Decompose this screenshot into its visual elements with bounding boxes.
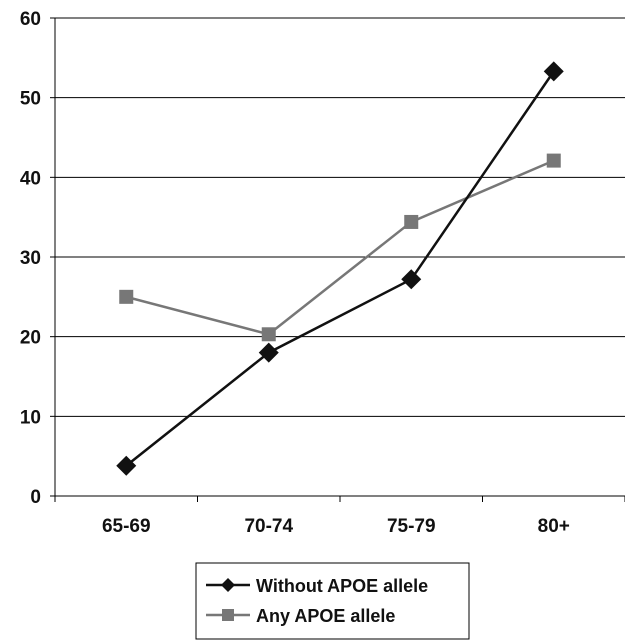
data-point [119,289,134,304]
series-line [125,159,555,336]
legend-label: Any APOE allele [256,606,395,626]
y-tick-label: 10 [20,407,41,428]
legend-label: Without APOE allele [256,576,428,596]
y-tick-label: 0 [30,487,41,508]
y-tick-label: 40 [20,168,41,189]
legend-item: Any APOE allele [206,606,395,626]
legend: Without APOE allele Any APOE allele [195,562,470,640]
data-point [261,327,276,342]
x-tick-label: 80+ [538,516,570,537]
series-any-apoe-allele [119,153,561,342]
data-point [404,214,419,229]
series-layer [116,61,564,476]
data-point [546,153,561,168]
data-point [401,269,422,290]
legend-item: Without APOE allele [206,576,428,596]
data-point [116,455,137,476]
series-without-apoe-allele [116,61,564,476]
x-tick-label: 75-79 [387,516,436,537]
series-line [125,70,555,467]
data-point [543,61,564,82]
data-point [258,342,279,363]
gridlines [55,17,625,417]
legend-box [195,562,470,640]
x-tick-label: 70-74 [244,516,293,537]
y-tick-label: 30 [20,248,41,269]
y-tick-label: 50 [20,89,41,110]
x-tick-label: 65-69 [102,516,151,537]
y-axis-ticks: 0 10 20 30 40 50 60 [20,9,55,508]
y-tick-label: 20 [20,328,41,349]
y-tick-label: 60 [20,9,41,30]
legend-marker [222,609,234,621]
legend-marker [221,578,235,592]
x-axis-ticks: 65-69 70-74 75-79 80+ [54,496,625,537]
